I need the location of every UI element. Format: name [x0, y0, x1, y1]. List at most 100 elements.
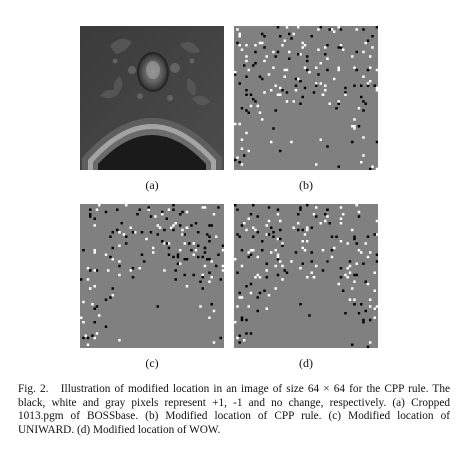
modified-pixel	[294, 77, 298, 81]
modified-pixel	[373, 84, 376, 87]
modified-pixel	[369, 55, 372, 58]
modified-pixel	[279, 219, 282, 223]
modified-pixel	[118, 339, 121, 342]
modified-pixel	[299, 208, 302, 211]
modified-pixel	[337, 68, 340, 72]
modified-pixel	[344, 93, 347, 96]
modified-pixel	[328, 102, 331, 105]
modified-pixel	[362, 321, 365, 324]
modified-pixel	[174, 278, 177, 281]
modified-pixel	[221, 244, 224, 247]
modified-pixel	[185, 210, 189, 214]
modified-pixel	[143, 260, 146, 263]
modified-pixel	[238, 334, 241, 337]
modified-pixel	[93, 307, 96, 310]
modified-pixel	[373, 316, 376, 319]
modified-pixel	[98, 314, 101, 317]
modified-pixel	[283, 68, 286, 72]
modified-pixel	[330, 235, 334, 238]
modified-pixel	[163, 269, 166, 272]
modified-pixel	[240, 138, 244, 141]
modified-pixel	[185, 258, 189, 261]
modified-pixel	[353, 127, 356, 130]
modified-pixel	[236, 156, 239, 159]
modified-pixel	[355, 68, 358, 72]
modified-pixel	[360, 303, 363, 306]
modified-pixel	[375, 260, 378, 263]
modified-pixel	[98, 204, 101, 207]
modified-pixel	[249, 332, 253, 335]
modified-pixel	[270, 251, 273, 254]
modified-pixel	[281, 242, 284, 245]
modified-pixel	[360, 251, 363, 254]
modified-pixel	[174, 222, 177, 225]
modified-pixel	[337, 282, 340, 286]
modified-pixel	[89, 213, 92, 216]
modified-pixel	[249, 104, 253, 108]
modified-pixel	[315, 82, 318, 85]
modified-pixel	[84, 334, 87, 337]
modified-pixel	[201, 206, 204, 209]
modified-pixel	[326, 44, 329, 47]
modified-pixel	[279, 86, 282, 90]
modified-pixel	[245, 89, 248, 92]
modified-pixel	[306, 276, 309, 279]
modified-pixel	[348, 271, 352, 274]
modified-pixel	[279, 93, 282, 96]
panel-label-c: (c)	[145, 356, 159, 370]
modified-pixel	[203, 251, 207, 254]
modified-pixel	[353, 237, 356, 241]
modified-pixel	[342, 213, 345, 216]
modified-pixel	[256, 104, 259, 108]
modified-pixel	[201, 276, 204, 279]
modified-pixel	[247, 68, 250, 72]
modified-pixel	[256, 273, 259, 277]
modified-pixel	[234, 258, 237, 261]
modified-pixel	[315, 206, 318, 209]
modified-pixel	[265, 55, 268, 58]
modified-pixel	[355, 262, 358, 265]
modified-pixel	[317, 28, 320, 31]
modified-pixel	[337, 26, 340, 29]
modified-pixel	[93, 224, 96, 227]
modified-pixel	[272, 50, 275, 54]
modified-pixel	[194, 222, 198, 225]
modified-pixel	[360, 161, 363, 164]
modified-pixel	[161, 210, 164, 214]
panel-label-d: (d)	[299, 356, 313, 370]
modified-pixel	[238, 296, 241, 299]
modified-pixel	[362, 318, 365, 322]
modified-pixel	[315, 66, 318, 69]
modified-pixel	[234, 204, 237, 207]
modified-pixel	[281, 278, 284, 281]
modified-pixel	[120, 222, 123, 225]
modified-pixel	[285, 26, 289, 29]
modified-pixel	[165, 242, 168, 245]
modified-pixel	[256, 255, 259, 259]
modified-pixel	[301, 240, 304, 243]
cpp-modification-map	[234, 26, 378, 170]
modified-pixel	[306, 59, 309, 63]
modified-pixel	[306, 226, 309, 229]
modified-pixel	[362, 262, 365, 265]
modified-pixel	[208, 224, 211, 227]
modified-pixel	[324, 84, 327, 87]
modified-pixel	[337, 66, 340, 69]
modified-pixel	[89, 208, 92, 211]
modified-pixel	[355, 273, 358, 277]
modified-pixel	[179, 213, 182, 216]
modified-pixel	[285, 91, 289, 94]
modified-pixel	[201, 273, 204, 277]
modified-pixel	[324, 89, 327, 92]
modified-pixel	[82, 321, 85, 324]
modified-pixel	[167, 208, 171, 211]
modified-pixel	[104, 210, 108, 214]
modified-pixel	[236, 208, 239, 211]
modified-pixel	[93, 249, 96, 252]
modified-pixel	[91, 334, 94, 337]
modified-pixel	[156, 233, 159, 236]
modified-pixel	[362, 75, 365, 78]
panel-label-a: (a)	[145, 178, 159, 192]
modified-pixel	[362, 50, 365, 54]
modified-pixel	[265, 269, 268, 272]
